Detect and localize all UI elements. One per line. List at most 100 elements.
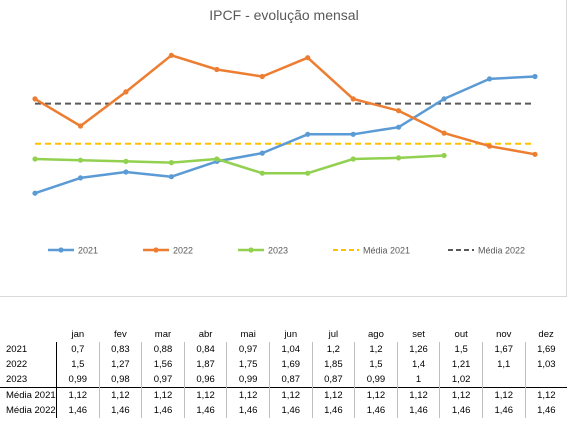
table-cell: 1,46 <box>268 403 313 418</box>
table-cell: 1,46 <box>439 403 483 418</box>
legend-label: 2022 <box>173 246 193 256</box>
table-cell: 1,46 <box>311 403 355 418</box>
data-point-2021 <box>486 76 493 82</box>
plot-area <box>32 52 538 196</box>
table-cell: 1,12 <box>98 387 142 403</box>
table-cell: 1,12 <box>141 387 185 403</box>
line-chart: IPCF - evolução mensal 2021 2022 2023 Média… <box>32 7 538 256</box>
table-cell: 0,84 <box>183 342 227 357</box>
data-point-2023 <box>350 156 356 162</box>
table-cell: 0,97 <box>226 342 270 357</box>
table-cell: 1,69 <box>268 357 313 372</box>
table-cell: 1,04 <box>268 342 313 357</box>
data-point-2023 <box>214 156 220 162</box>
table-cell: 1,46 <box>141 403 185 418</box>
table-cell: 0,97 <box>141 372 185 388</box>
series-line-2021 <box>34 75 536 195</box>
data-point-2021 <box>259 150 265 156</box>
data-point-2022 <box>486 143 493 149</box>
table-header-month: jun <box>284 329 298 340</box>
data-point-2021 <box>168 174 174 180</box>
table-cell: 1,46 <box>481 403 526 418</box>
legend-label: 2023 <box>268 246 288 256</box>
table-header-month: mar <box>154 329 172 340</box>
table-cell: 0,88 <box>141 342 185 357</box>
table-row-label: 2023 <box>6 374 28 385</box>
table-row: 2023 0,99 0,98 0,97 0,96 0,99 0,87 0,87 0,99 1 1,0… <box>0 372 568 388</box>
table-row: 2022 1,5 1,27 1,56 1,87 1,75 1,69 1,85 1,5 1,4 1,2… <box>0 357 568 372</box>
data-point-2022 <box>441 130 447 136</box>
data-point-2023 <box>32 156 38 162</box>
data-point-2021 <box>123 169 129 175</box>
chart-border-bottom <box>0 296 567 297</box>
data-point-2022 <box>259 73 265 80</box>
table-cell: 0,7 <box>56 342 100 357</box>
table-cell: 1,69 <box>524 342 568 357</box>
table-cell: 1,46 <box>183 403 227 418</box>
legend-item-2022: 2022 <box>143 246 193 256</box>
chart-border-right <box>566 0 567 297</box>
table-cell: 1,46 <box>226 403 270 418</box>
data-point-2021 <box>350 131 356 137</box>
table-row-label: 2021 <box>6 344 28 355</box>
table-cell: 1,12 <box>354 387 398 403</box>
table-cell: 1,12 <box>226 387 270 403</box>
table-header-month: fev <box>114 329 127 340</box>
table-header-month: abr <box>198 329 213 340</box>
table-cell: 1,03 <box>524 357 568 372</box>
table-cell: 1,2 <box>354 342 398 357</box>
table-cell: 1,12 <box>183 387 227 403</box>
table-header-month: nov <box>496 329 512 340</box>
legend: 2021 2022 2023 Média 2021 Média 2022 <box>48 246 525 256</box>
table-header-month: out <box>454 329 468 340</box>
table-cell: 1,5 <box>354 357 398 372</box>
data-point-2022 <box>532 151 538 157</box>
table-row: Média 2021 1,12 1,12 1,12 1,12 1,12 1,12 1,12 1,… <box>0 387 568 403</box>
table-cell: 0,98 <box>98 372 142 388</box>
table-cell: 1 <box>396 372 440 388</box>
data-table: jan fev mar abr mai jun jul ago set out nov dez 2021… <box>0 327 568 418</box>
table-cell: 1,46 <box>98 403 142 418</box>
data-point-2021 <box>441 96 447 102</box>
data-point-2022 <box>396 108 402 114</box>
data-point-2023 <box>396 155 402 161</box>
data-point-2021 <box>77 175 84 181</box>
table-cell: 1,5 <box>56 357 100 372</box>
legend-marker <box>153 247 159 253</box>
data-point-2022 <box>350 96 356 102</box>
data-point-2023 <box>259 170 265 176</box>
table-cell: 0,83 <box>98 342 142 357</box>
data-point-2023 <box>441 152 447 159</box>
data-point-2021 <box>396 124 402 130</box>
legend-marker <box>58 247 64 253</box>
table-row: Média 2022 1,46 1,46 1,46 1,46 1,46 1,46 1,46 1,… <box>0 403 568 418</box>
data-point-2022 <box>305 55 311 61</box>
table-header-month: mai <box>240 329 256 340</box>
legend-label: Média 2021 <box>363 246 410 256</box>
table-cell: 1,12 <box>439 387 483 403</box>
table-cell: 1,12 <box>481 387 526 403</box>
table-cell: 0,96 <box>183 372 227 388</box>
table-cell: 1,56 <box>141 357 185 372</box>
data-point-2023 <box>77 157 84 163</box>
table-cell: 1,12 <box>524 387 568 403</box>
legend-label: Média 2022 <box>478 246 525 256</box>
data-point-2022 <box>32 96 38 102</box>
table-cell: 0,99 <box>226 372 270 388</box>
table-cell: 0,87 <box>268 372 313 388</box>
table-cell: 1,85 <box>311 357 355 372</box>
table-cell: 1,12 <box>396 387 440 403</box>
data-point-2023 <box>168 160 174 166</box>
legend-item-m-dia-2021: Média 2021 <box>333 246 410 256</box>
table-cell: 1,26 <box>396 342 440 357</box>
table-cell: 1,12 <box>311 387 355 403</box>
table-header-month: jul <box>328 329 339 340</box>
legend-item-2023: 2023 <box>238 246 288 256</box>
table-cell: 1,67 <box>481 342 526 357</box>
table-cell: 1,02 <box>439 372 483 388</box>
table-cell: 0,99 <box>354 372 398 388</box>
table-cell: 1,4 <box>396 357 440 372</box>
table-row-label: 2022 <box>6 359 28 370</box>
data-point-2022 <box>168 52 174 58</box>
table-cell: 1,46 <box>396 403 440 418</box>
